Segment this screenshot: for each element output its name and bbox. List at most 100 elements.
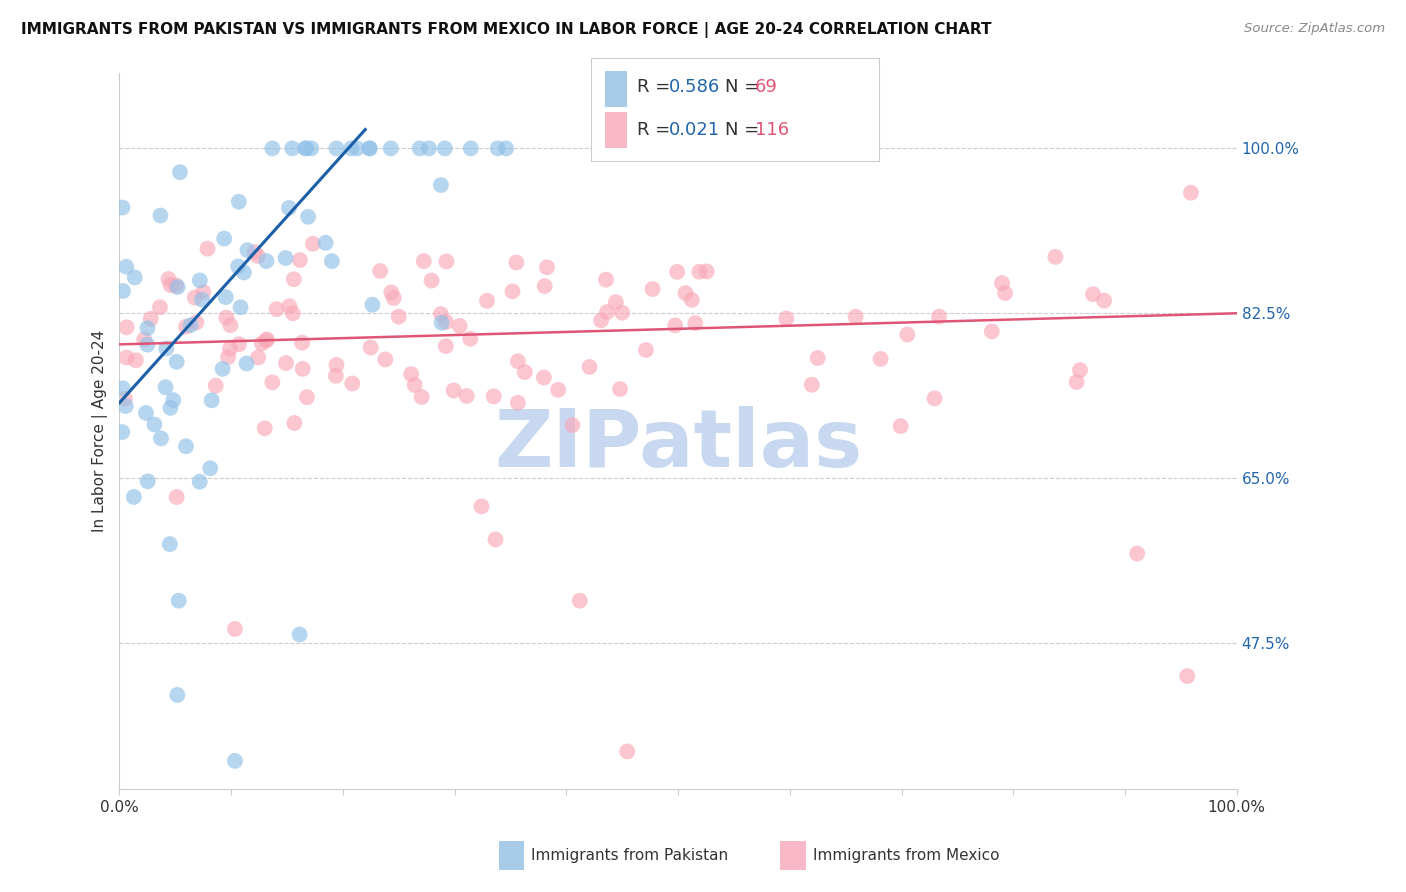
- Point: [325, 368, 347, 383]
- Point: [325, 358, 347, 372]
- Point: [460, 141, 482, 155]
- Point: [685, 316, 707, 330]
- Point: [1081, 287, 1104, 301]
- Point: [890, 419, 912, 434]
- Point: [283, 272, 305, 286]
- Point: [217, 350, 239, 364]
- Point: [420, 274, 443, 288]
- Point: [297, 210, 319, 224]
- Point: [359, 141, 381, 155]
- Point: [346, 141, 368, 155]
- Point: [675, 286, 697, 301]
- Point: [162, 393, 184, 408]
- Point: [157, 272, 180, 286]
- Point: [166, 280, 188, 294]
- Point: [800, 377, 823, 392]
- Point: [281, 306, 304, 320]
- Point: [430, 307, 453, 321]
- Text: Source: ZipAtlas.com: Source: ZipAtlas.com: [1244, 22, 1385, 36]
- Text: R =: R =: [637, 121, 676, 139]
- Point: [775, 311, 797, 326]
- Point: [294, 141, 316, 155]
- Point: [224, 754, 246, 768]
- Point: [167, 593, 190, 607]
- Point: [204, 378, 226, 392]
- Point: [501, 285, 523, 299]
- Point: [430, 178, 453, 192]
- Point: [288, 627, 311, 641]
- Point: [219, 318, 242, 333]
- Point: [295, 141, 318, 155]
- Point: [180, 318, 202, 332]
- Point: [188, 475, 211, 489]
- Point: [295, 390, 318, 404]
- Point: [380, 141, 402, 155]
- Point: [186, 316, 208, 330]
- Point: [111, 201, 134, 215]
- Point: [321, 254, 343, 268]
- Point: [368, 264, 391, 278]
- Point: [547, 383, 569, 397]
- Point: [262, 376, 284, 390]
- Point: [484, 533, 506, 547]
- Text: N =: N =: [725, 78, 765, 96]
- Point: [111, 381, 134, 395]
- Point: [226, 260, 249, 274]
- Point: [200, 461, 222, 475]
- Point: [688, 265, 710, 279]
- Point: [299, 141, 322, 155]
- Point: [436, 254, 458, 268]
- Point: [533, 279, 555, 293]
- Point: [159, 401, 181, 415]
- Point: [533, 370, 555, 384]
- Point: [111, 425, 134, 439]
- Point: [591, 313, 613, 327]
- Point: [250, 336, 273, 351]
- Point: [134, 333, 156, 347]
- Point: [125, 353, 148, 368]
- Point: [696, 264, 718, 278]
- Point: [122, 490, 145, 504]
- Point: [928, 310, 950, 324]
- Point: [243, 245, 266, 260]
- Point: [991, 276, 1014, 290]
- Point: [412, 254, 434, 268]
- Point: [150, 431, 173, 445]
- Point: [155, 342, 177, 356]
- Point: [506, 396, 529, 410]
- Point: [211, 362, 233, 376]
- Point: [288, 253, 311, 268]
- Point: [283, 416, 305, 430]
- Point: [174, 319, 197, 334]
- Point: [374, 352, 396, 367]
- Point: [253, 421, 276, 435]
- Point: [359, 141, 381, 155]
- Point: [595, 273, 617, 287]
- Point: [578, 359, 600, 374]
- Point: [605, 295, 627, 310]
- Y-axis label: In Labor Force | Age 20-24: In Labor Force | Age 20-24: [93, 330, 108, 533]
- Point: [506, 354, 529, 368]
- Point: [124, 270, 146, 285]
- Point: [1066, 375, 1088, 389]
- Point: [174, 439, 197, 453]
- Point: [342, 376, 364, 391]
- Point: [155, 380, 177, 394]
- Point: [219, 342, 242, 356]
- Point: [166, 490, 188, 504]
- Point: [281, 141, 304, 155]
- Point: [139, 311, 162, 326]
- Point: [449, 318, 471, 333]
- Text: 116: 116: [755, 121, 789, 139]
- Point: [291, 362, 314, 376]
- Point: [224, 622, 246, 636]
- Point: [666, 265, 689, 279]
- Point: [896, 327, 918, 342]
- Point: [136, 321, 159, 335]
- Point: [1045, 250, 1067, 264]
- Point: [135, 406, 157, 420]
- Point: [1180, 186, 1202, 200]
- Text: IMMIGRANTS FROM PAKISTAN VS IMMIGRANTS FROM MEXICO IN LABOR FORCE | AGE 20-24 CO: IMMIGRANTS FROM PAKISTAN VS IMMIGRANTS F…: [21, 22, 991, 38]
- Point: [382, 291, 405, 305]
- Point: [115, 351, 138, 365]
